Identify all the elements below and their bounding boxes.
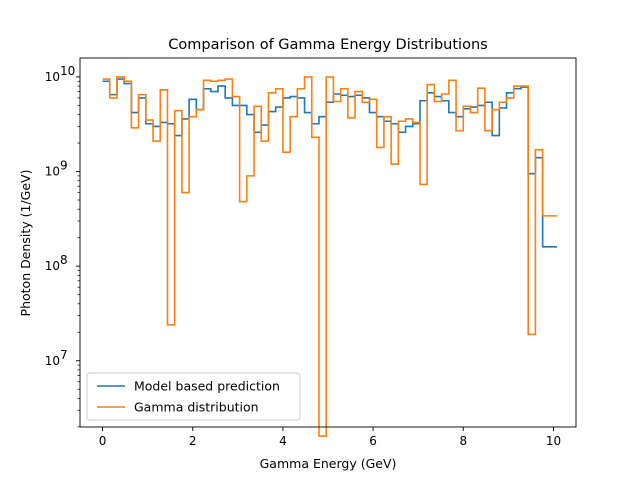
x-tick-label: 4 [279,434,287,448]
x-tick-label: 6 [369,434,377,448]
x-tick-label: 0 [99,434,107,448]
y-tick-exponent: 7 [60,348,68,362]
x-tick-label: 10 [546,434,561,448]
x-axis-label: Gamma Energy (GeV) [260,456,397,471]
y-tick-label: 10 [45,165,60,179]
legend-box [86,372,301,421]
legend-label-1: Gamma distribution [134,400,259,415]
series-line-1 [102,76,558,437]
x-tick-label: 8 [459,434,467,448]
y-tick-label: 10 [45,70,60,84]
y-tick-exponent: 9 [60,159,68,173]
y-tick-label: 10 [45,259,60,273]
y-axis-label: Photon Density (1/GeV) [18,170,33,317]
x-tick-label: 2 [189,434,197,448]
y-tick-exponent: 10 [60,64,75,78]
y-tick-label: 10 [45,354,60,368]
axes-frame [79,57,577,428]
legend-label-0: Model based prediction [134,379,280,394]
chart-title: Comparison of Gamma Energy Distributions [168,37,487,53]
series-line-0 [102,78,558,248]
y-tick-exponent: 8 [60,253,68,267]
